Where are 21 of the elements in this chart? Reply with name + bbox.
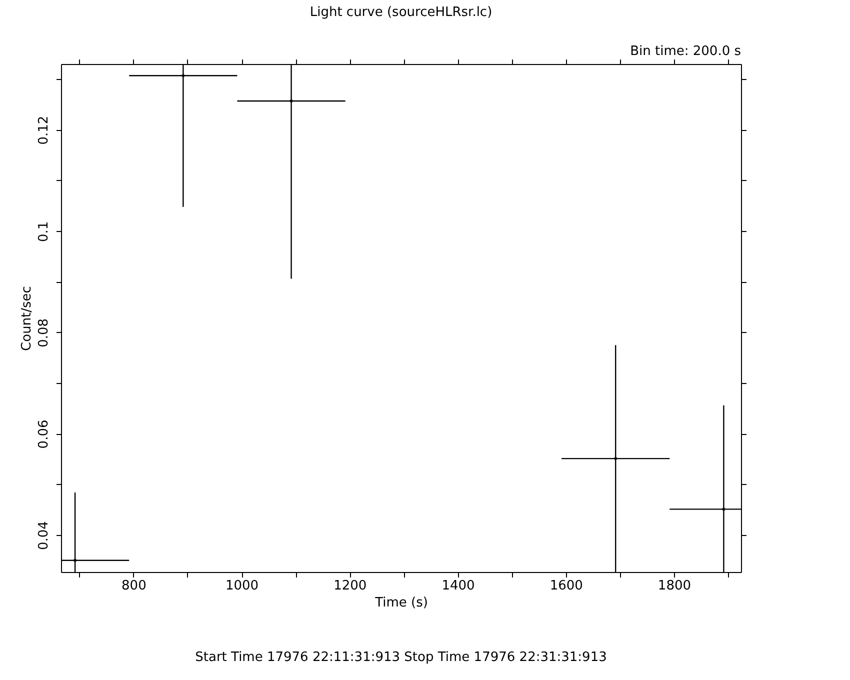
y-tick-label: 0.1 [36, 221, 52, 242]
y-tick-label: 0.06 [36, 420, 52, 449]
point [73, 558, 77, 562]
x-tick-label: 1400 [442, 578, 475, 594]
y-tick-label: 0.12 [36, 116, 52, 145]
x-tick-label: 1200 [334, 578, 367, 594]
y-axis-title: Count/sec [20, 286, 34, 351]
point [614, 456, 618, 460]
point [182, 74, 185, 78]
chart-title: Light curve (sourceHLRsr.lc) [310, 5, 492, 20]
x-tick-label: 800 [122, 578, 146, 594]
x-tick-label: 1600 [550, 578, 583, 594]
x-tick-label: 1800 [658, 578, 692, 594]
text: Start Time 17976 22:11:31:913 Stop Time 17976 22:31:31:913 [195, 650, 607, 665]
x-tick-label: 1000 [225, 578, 259, 594]
x-axis-title: Time (s) [374, 596, 428, 610]
y-tick-label: 0.04 [36, 521, 52, 550]
text: Bin time: 200.0 s [630, 44, 742, 59]
point [290, 99, 293, 103]
y-tick-label: 0.08 [36, 318, 52, 348]
point [722, 508, 726, 511]
